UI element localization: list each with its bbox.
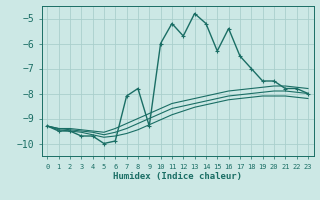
X-axis label: Humidex (Indice chaleur): Humidex (Indice chaleur) bbox=[113, 172, 242, 181]
